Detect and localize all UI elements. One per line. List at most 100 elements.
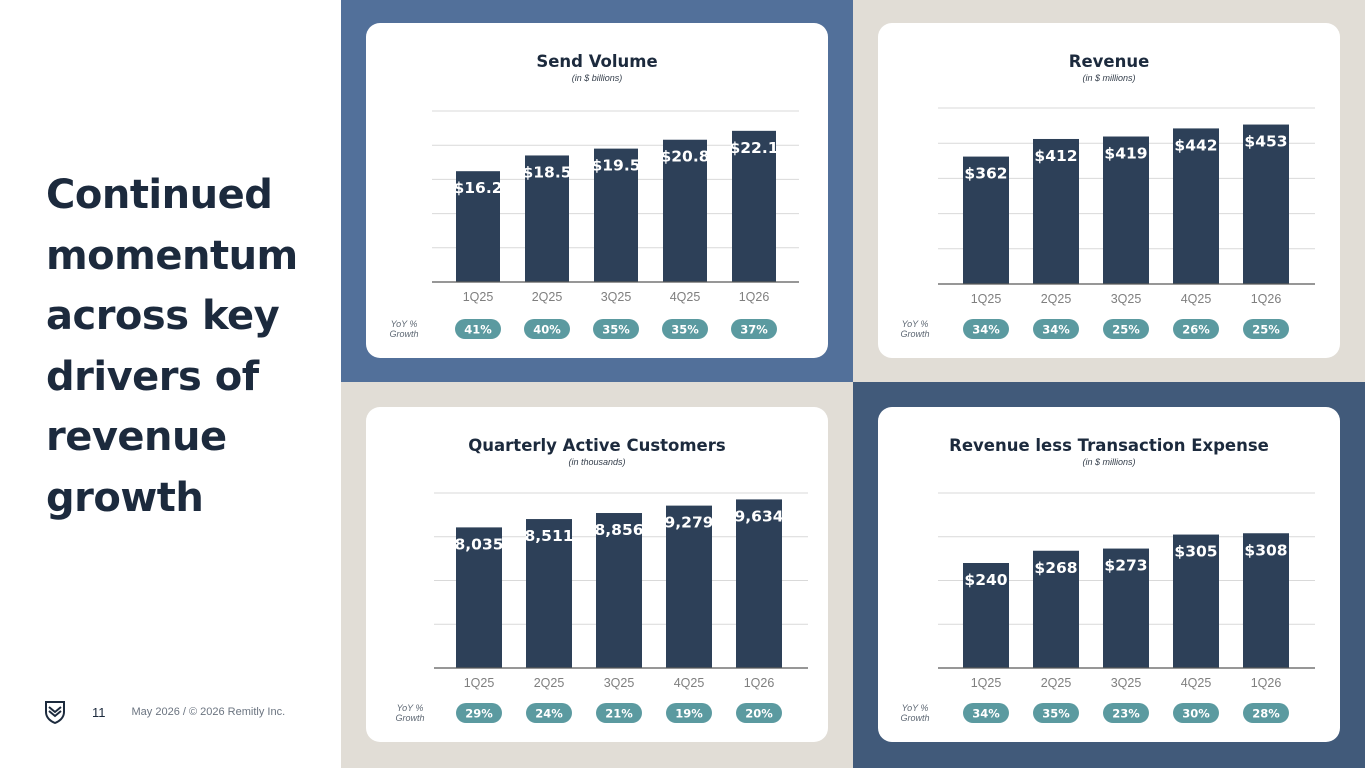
yoy-growth-label: YoY % Growth (380, 703, 440, 723)
headline-line: revenue (46, 414, 227, 460)
growth-label: 28% (1252, 707, 1280, 721)
tick-label: 3Q25 (1111, 676, 1142, 690)
tick-label: 1Q26 (739, 290, 770, 304)
yoy-label-line: Growth (389, 329, 419, 339)
tick-label: 2Q25 (1041, 676, 1072, 690)
data-label: $273 (1104, 557, 1147, 575)
tick-label: 1Q25 (463, 290, 494, 304)
bar-1Q26 (736, 499, 782, 668)
data-label: 9,634 (734, 507, 783, 525)
growth-pill (1243, 703, 1289, 723)
headline-line: across key (46, 293, 280, 339)
data-label: $16.2 (453, 179, 502, 197)
chart-subtitle: (in $ billions) (571, 73, 623, 83)
data-label: $305 (1174, 543, 1217, 561)
tick-label: 3Q25 (601, 290, 632, 304)
bar-4Q25 (1173, 128, 1219, 284)
growth-label: 20% (745, 707, 773, 721)
tick-label: 4Q25 (1181, 292, 1212, 306)
data-label: $20.8 (660, 148, 709, 166)
data-label: $419 (1104, 145, 1147, 163)
growth-pill (963, 703, 1009, 723)
data-label: $22.1 (729, 139, 778, 157)
data-label: 8,856 (594, 521, 643, 539)
bar-1Q25 (963, 563, 1009, 668)
tick-label: 1Q26 (1251, 292, 1282, 306)
growth-label: 34% (1042, 323, 1070, 337)
growth-pill (1173, 319, 1219, 339)
growth-pill (963, 319, 1009, 339)
growth-pill (456, 703, 502, 723)
tick-label: 1Q26 (1251, 676, 1282, 690)
bar-3Q25 (1103, 136, 1149, 284)
growth-label: 23% (1112, 707, 1140, 721)
bar-2Q25 (525, 155, 569, 282)
data-label: $268 (1034, 559, 1077, 577)
growth-label: 37% (740, 323, 768, 337)
page-number: 11 (92, 704, 106, 720)
growth-label: 19% (675, 707, 703, 721)
data-label: $412 (1034, 147, 1077, 165)
growth-pill (1173, 703, 1219, 723)
tick-label: 4Q25 (670, 290, 701, 304)
growth-label: 34% (972, 707, 1000, 721)
tick-label: 4Q25 (674, 676, 705, 690)
yoy-label-line: YoY % (390, 319, 418, 329)
yoy-label-line: Growth (900, 329, 930, 339)
chart-subtitle: (in thousands) (568, 457, 626, 467)
data-label: $19.5 (591, 157, 640, 175)
data-label: $18.5 (522, 163, 571, 181)
growth-label: 41% (464, 323, 492, 337)
bar-1Q26 (732, 130, 776, 282)
remitly-shield-icon (45, 701, 65, 724)
growth-pill (1103, 319, 1149, 339)
tick-label: 3Q25 (1111, 292, 1142, 306)
bar-3Q25 (1103, 548, 1149, 668)
bar-1Q26 (1243, 124, 1289, 284)
revenue-card: Revenue (in $ millions) YoY % Growth $36… (878, 23, 1340, 358)
growth-pill (736, 703, 782, 723)
tick-label: 1Q25 (971, 676, 1002, 690)
growth-label: 25% (1252, 323, 1280, 337)
revenue-less-transaction-expense-card: Revenue less Transaction Expense (in $ m… (878, 407, 1340, 742)
growth-pill (731, 319, 777, 339)
growth-pill (593, 319, 639, 339)
send-volume-chart: $16.2 1Q25 41% $18.5 2Q25 40% $19.5 3Q25 35% $20.… (432, 110, 799, 339)
tick-label: 1Q25 (464, 676, 495, 690)
growth-pill (1243, 319, 1289, 339)
growth-label: 35% (602, 323, 630, 337)
growth-pill (1103, 703, 1149, 723)
growth-pill (524, 319, 570, 339)
growth-pill (1033, 319, 1079, 339)
tick-label: 4Q25 (1181, 676, 1212, 690)
revenue-chart: $362 1Q25 34% $412 2Q25 34% $419 3Q25 25% $442 4Q2… (938, 107, 1315, 339)
chart-title: Revenue less Transaction Expense (949, 436, 1269, 455)
data-label: 9,279 (664, 514, 713, 532)
copyright-text: May 2026 / © 2026 Remitly Inc. (131, 706, 286, 718)
revenue-less-transaction-expense-chart: $240 1Q25 34% $268 2Q25 35% $273 3Q25 23% $305 4Q2… (938, 492, 1315, 723)
bar-4Q25 (1173, 534, 1219, 668)
bar-3Q25 (596, 513, 642, 668)
tick-label: 3Q25 (604, 676, 635, 690)
chart-title: Quarterly Active Customers (468, 436, 726, 455)
yoy-growth-label: YoY % Growth (885, 319, 945, 339)
headline-line: drivers of (46, 353, 259, 400)
quarterly-active-customers-card: Quarterly Active Customers (in thousands… (366, 407, 828, 742)
chart-title: Revenue (1068, 52, 1150, 71)
growth-label: 35% (1042, 707, 1070, 721)
quarterly-active-customers-chart: 8,035 1Q25 29% 8,511 2Q25 24% 8,856 3Q25 21% 9,27… (434, 492, 808, 723)
growth-label: 35% (671, 323, 699, 337)
bar-1Q25 (456, 171, 500, 282)
tick-label: 2Q25 (1041, 292, 1072, 306)
bar-3Q25 (594, 148, 638, 282)
left-panel: Continued momentum across key drivers of… (0, 0, 341, 768)
bar-1Q25 (963, 156, 1009, 284)
bar-1Q26 (1243, 533, 1289, 668)
slide-headline: Continued momentum across key drivers of… (46, 165, 336, 528)
bar-1Q25 (456, 527, 502, 668)
growth-pill (455, 319, 501, 339)
chart-subtitle: (in $ millions) (1082, 73, 1136, 83)
chart-title: Send Volume (536, 52, 658, 71)
yoy-label-line: Growth (395, 713, 425, 723)
growth-label: 29% (465, 707, 493, 721)
